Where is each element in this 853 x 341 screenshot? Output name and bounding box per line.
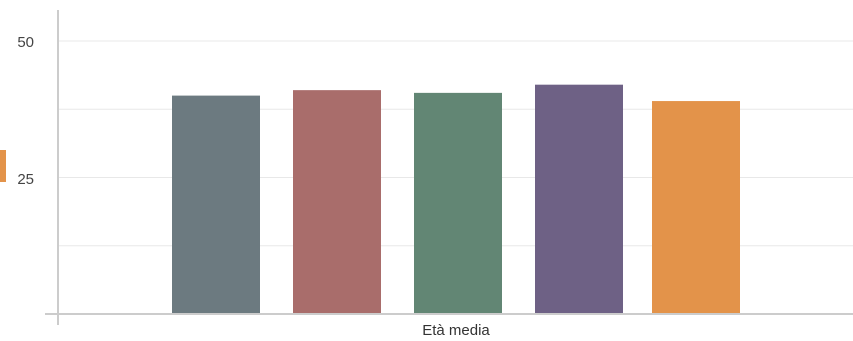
y-tick-label-50: 50 — [17, 34, 34, 51]
y-tick-label-25: 25 — [17, 171, 34, 188]
bar-5 — [652, 101, 740, 314]
x-axis-title: Età media — [422, 322, 490, 339]
bar-3 — [414, 92, 502, 315]
bar-1 — [172, 95, 260, 314]
bar-2 — [293, 90, 381, 314]
bar-4 — [535, 84, 623, 315]
bars — [172, 84, 740, 315]
legend-marker — [0, 150, 6, 182]
